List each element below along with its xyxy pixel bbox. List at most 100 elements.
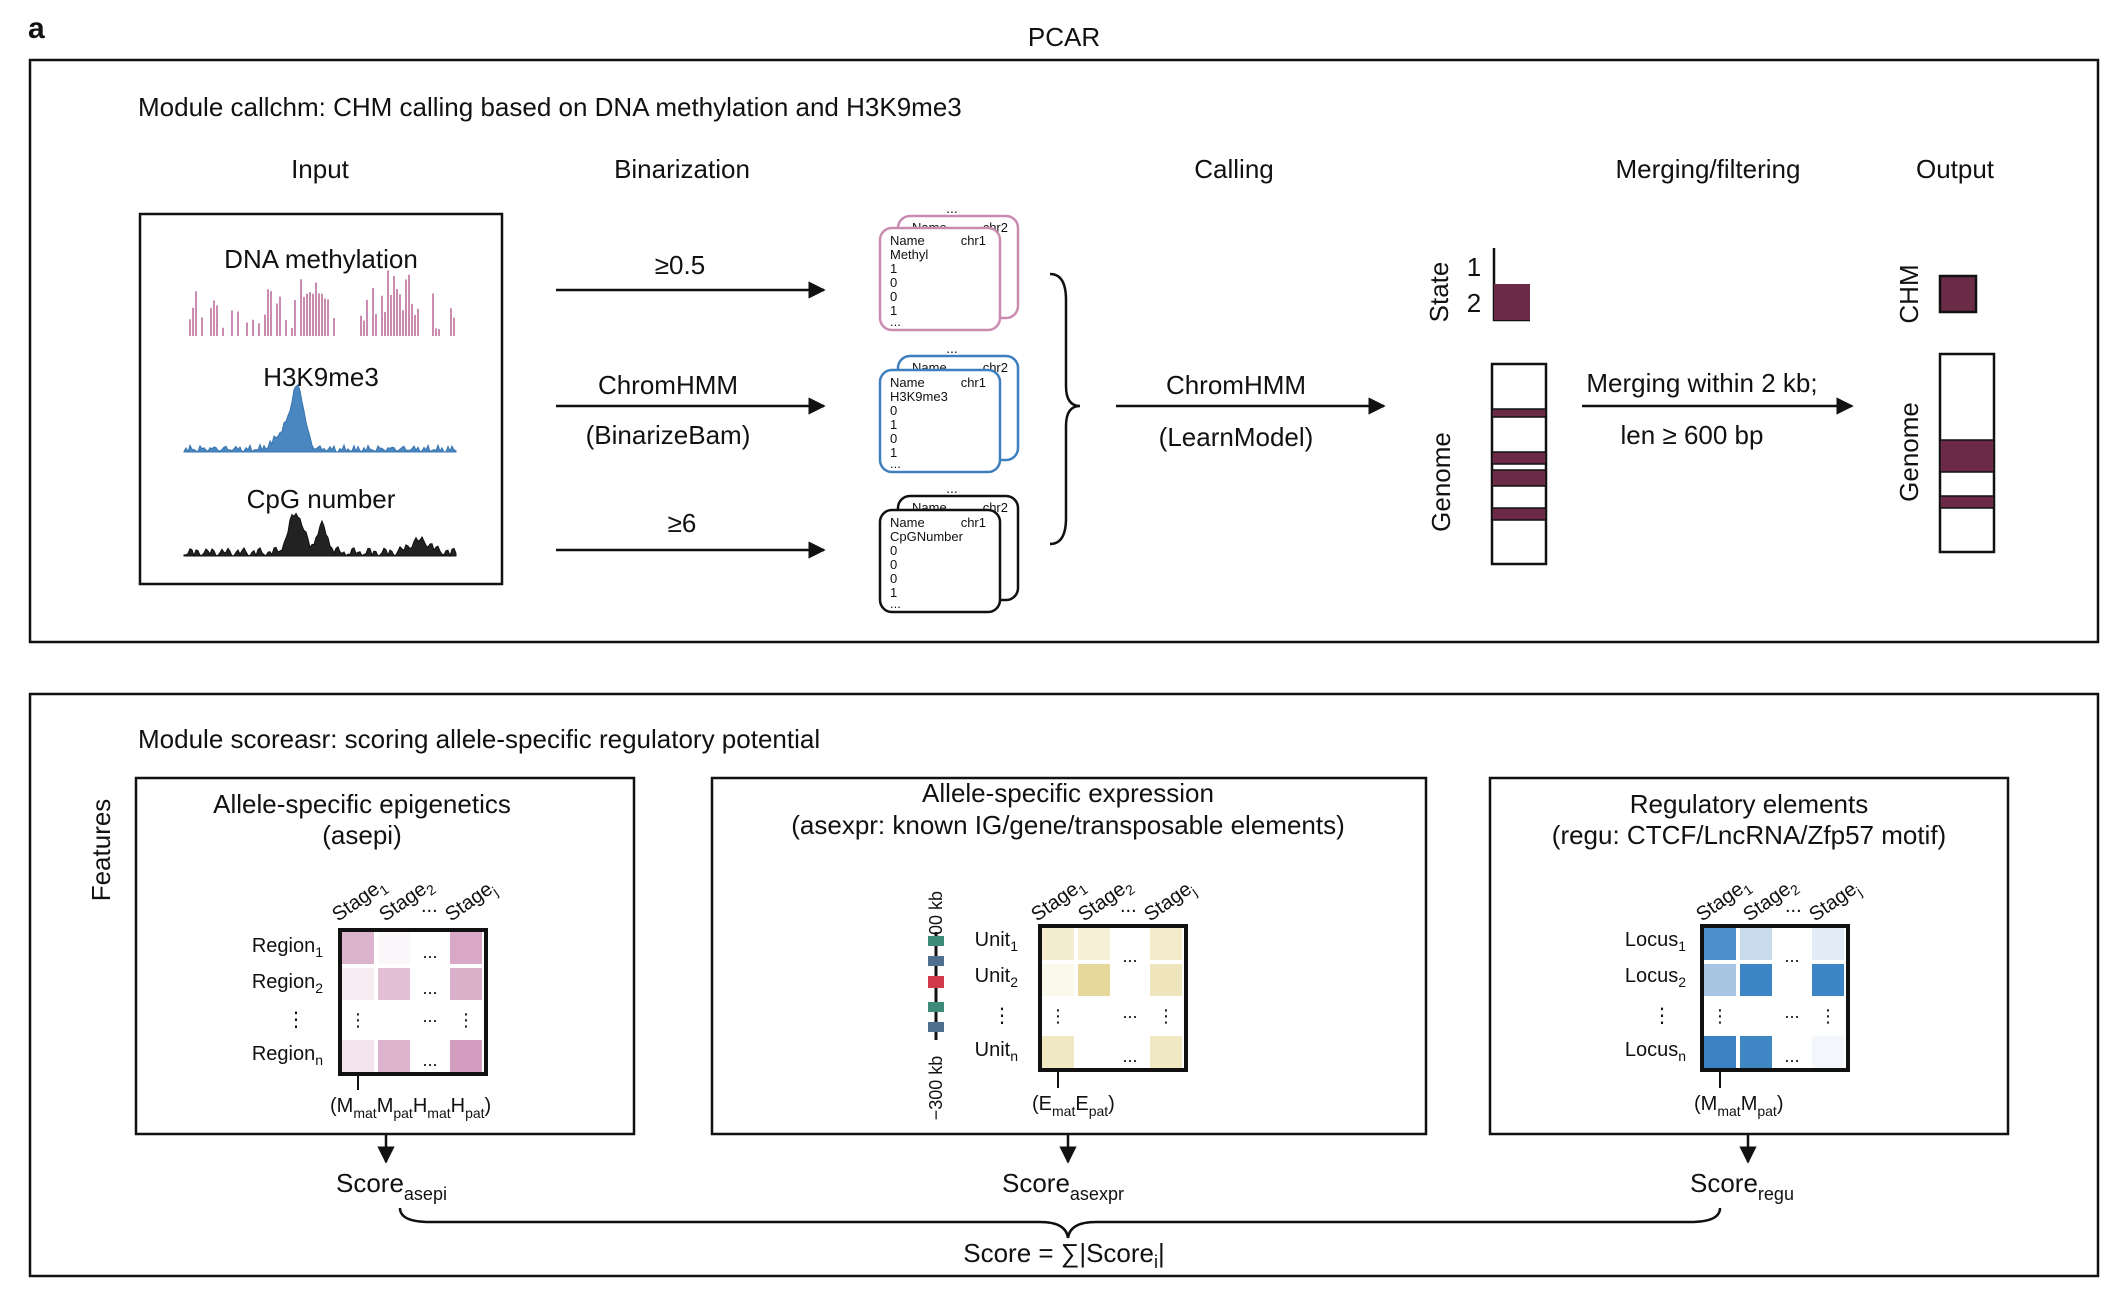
regu-matrix-frame bbox=[1700, 924, 1850, 1072]
regu-hdots: ... bbox=[1784, 1046, 1799, 1066]
asexpr-element bbox=[928, 936, 944, 946]
asepi-cell bbox=[450, 1040, 482, 1072]
panel-letter: a bbox=[28, 12, 45, 45]
regu-row-2: Locus2 bbox=[1625, 965, 1686, 990]
asexpr-vdots: ⋮ bbox=[1157, 1006, 1175, 1026]
state-1: 1 bbox=[1467, 252, 1481, 282]
h3k9me3-track bbox=[183, 383, 457, 453]
card3-value: 0 bbox=[890, 571, 897, 586]
col-output: Output bbox=[1916, 154, 1995, 184]
figure-title: PCAR bbox=[1028, 22, 1100, 52]
asepi-cell bbox=[342, 932, 374, 964]
regu-cell bbox=[1812, 964, 1844, 996]
called-chm-segment bbox=[1491, 408, 1547, 418]
asexpr-panel: Allele-specific expression (asexpr: know… bbox=[710, 776, 1428, 1204]
asexpr-title: Allele-specific expression bbox=[922, 778, 1214, 808]
regu-panel: Regulatory elements (regu: CTCF/LncRNA/Z… bbox=[1488, 776, 2010, 1204]
card1-end-dots: ... bbox=[890, 314, 901, 329]
chm-swatch bbox=[1938, 274, 1978, 314]
asexpr-cell bbox=[1042, 964, 1074, 996]
regu-cell bbox=[1740, 1036, 1772, 1068]
card3-value: 0 bbox=[890, 557, 897, 572]
col-binarization: Binarization bbox=[614, 154, 750, 184]
track-h3k9me3-label: H3K9me3 bbox=[263, 362, 379, 392]
asexpr-stage-1: Stage1 bbox=[1027, 874, 1091, 929]
asepi-title: Allele-specific epigenetics bbox=[213, 789, 511, 819]
asepi-stage-j: Stagej bbox=[441, 876, 501, 928]
regu-row-1: Locus1 bbox=[1625, 929, 1686, 954]
module1-frame bbox=[28, 58, 2100, 644]
asexpr-hdots: ... bbox=[1122, 946, 1137, 966]
score-asepi: Scoreasepi bbox=[336, 1168, 447, 1204]
state-2-swatch bbox=[1494, 284, 1530, 320]
asepi-hdots: ... bbox=[422, 1050, 437, 1070]
output-genome-label: Genome bbox=[1894, 402, 1924, 502]
asepi-hdots: ... bbox=[422, 942, 437, 962]
regu-title: Regulatory elements bbox=[1630, 789, 1868, 819]
regu-stage-j: Stagej bbox=[1805, 876, 1865, 928]
binarization-brace bbox=[1049, 272, 1081, 546]
meth-threshold: ≥0.5 bbox=[655, 250, 705, 280]
card3-end-dots: ... bbox=[890, 596, 901, 611]
asexpr-cell bbox=[1150, 928, 1182, 960]
card3-back-dots: ... bbox=[946, 480, 958, 496]
module2-title: Module scoreasr: scoring allele-specific… bbox=[138, 724, 820, 754]
card1-value: 0 bbox=[890, 289, 897, 304]
asexpr-bottom-kb: −300 kb bbox=[926, 1056, 946, 1121]
asexpr-row-1: Unit1 bbox=[975, 929, 1019, 954]
regu-cell bbox=[1740, 928, 1772, 960]
features-label: Features bbox=[86, 799, 116, 902]
chromhmm-binarize-cmd: (BinarizeBam) bbox=[586, 420, 751, 450]
card2-front bbox=[878, 368, 1002, 474]
asepi-subtitle: (asepi) bbox=[322, 820, 401, 850]
score-regu: Scoreregu bbox=[1690, 1168, 1794, 1204]
regu-stage-1: Stage1 bbox=[1692, 874, 1756, 929]
asexpr-cell bbox=[1042, 928, 1074, 960]
asepi-cell bbox=[378, 1040, 410, 1072]
module2-frame bbox=[28, 692, 2100, 1278]
card2-back-dots: ... bbox=[946, 340, 958, 356]
asepi-vdots: ⋮ bbox=[457, 1010, 475, 1030]
card3-value: 0 bbox=[890, 543, 897, 558]
card1-value: 1 bbox=[890, 303, 897, 318]
card2-value: 1 bbox=[890, 445, 897, 460]
asexpr-row-2: Unit2 bbox=[975, 965, 1019, 990]
asepi-cell bbox=[378, 932, 410, 964]
card1-name: Name bbox=[890, 233, 925, 248]
track-cpg-label: CpG number bbox=[247, 484, 396, 514]
asexpr-vdots: ⋮ bbox=[1049, 1006, 1067, 1026]
regu-vdots: ⋮ bbox=[1819, 1006, 1837, 1026]
asepi-cell bbox=[450, 932, 482, 964]
asepi-panel: Allele-specific epigenetics (asepi) Stag… bbox=[134, 776, 636, 1204]
card1-chr: chr1 bbox=[961, 233, 986, 248]
chromhmm-binarize-tool: ChromHMM bbox=[598, 370, 738, 400]
called-chm-segment bbox=[1491, 469, 1547, 487]
asexpr-element bbox=[928, 1002, 944, 1012]
output-chm-segment bbox=[1939, 439, 1995, 473]
asepi-stage-1: Stage1 bbox=[328, 874, 392, 929]
asexpr-stage-j: Stagej bbox=[1140, 876, 1200, 928]
card1-value: 0 bbox=[890, 275, 897, 290]
genome-label: Genome bbox=[1426, 432, 1456, 532]
asexpr-stage-dots: ... bbox=[1120, 895, 1137, 917]
asepi-row-2: Region2 bbox=[252, 971, 323, 996]
regu-hdots: ... bbox=[1784, 1002, 1799, 1022]
asexpr-cell bbox=[1078, 964, 1110, 996]
cpg-threshold: ≥6 bbox=[668, 508, 697, 538]
regu-cell bbox=[1812, 928, 1844, 960]
card2-value: 1 bbox=[890, 417, 897, 432]
regu-cell bbox=[1704, 1036, 1736, 1068]
score-asexpr: Scoreasexpr bbox=[1002, 1168, 1124, 1204]
regu-cell bbox=[1740, 964, 1772, 996]
asepi-formula: (MmatMpatHmatHpat) bbox=[330, 1095, 491, 1121]
asexpr-subtitle: (asexpr: known IG/gene/transposable elem… bbox=[791, 810, 1345, 840]
methylation-track bbox=[189, 270, 455, 336]
regu-stage-dots: ... bbox=[1785, 895, 1802, 917]
asepi-vdots: ⋮ bbox=[349, 1010, 367, 1030]
track-methylation-label: DNA methylation bbox=[224, 244, 418, 274]
asepi-row-vdots: ⋮ bbox=[286, 1009, 306, 1031]
card3-front bbox=[878, 508, 1002, 614]
state-2: 2 bbox=[1467, 288, 1481, 318]
asepi-cell bbox=[450, 968, 482, 1000]
